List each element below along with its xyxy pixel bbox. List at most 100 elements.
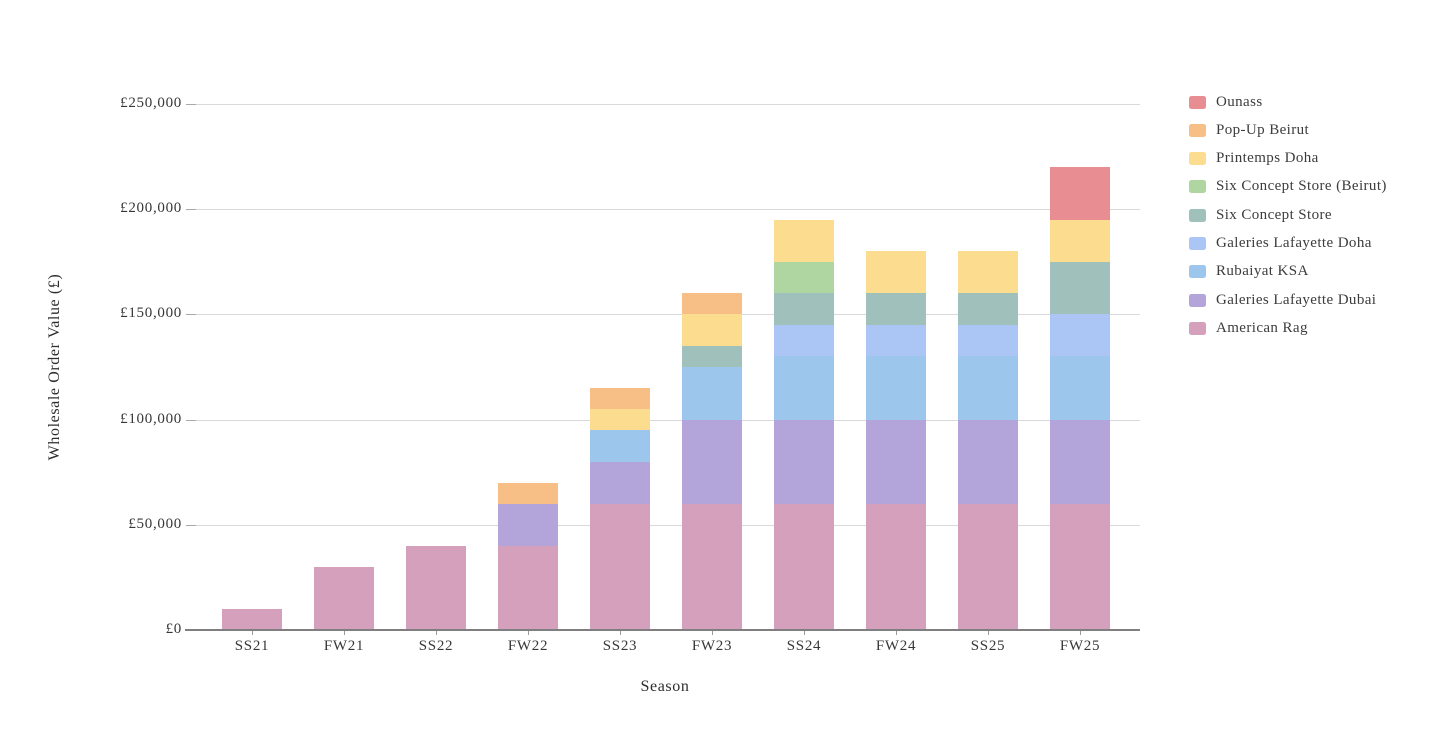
y-tick-label: £50,000 <box>128 515 182 532</box>
bar-segment <box>682 293 742 315</box>
bar-segment <box>498 545 558 630</box>
bar-segment <box>590 409 650 431</box>
legend-label: Six Concept Store <box>1216 206 1332 223</box>
y-tick-label: £250,000 <box>120 95 182 112</box>
x-axis-title: Season <box>640 678 690 695</box>
legend-item: Galeries Lafayette Dubai <box>1189 290 1376 310</box>
x-tick-mark <box>436 631 437 635</box>
bar-segment <box>774 324 834 357</box>
x-tick-label: FW25 <box>1059 638 1101 654</box>
legend-swatch <box>1189 152 1206 166</box>
bar-segment <box>682 503 742 630</box>
legend-label: American Rag <box>1216 319 1308 336</box>
y-tick-label: £100,000 <box>120 410 182 427</box>
gridline <box>191 209 1140 211</box>
legend-label: Rubaiyat KSA <box>1216 263 1309 280</box>
bar-segment <box>1050 219 1110 262</box>
legend-swatch <box>1189 237 1206 250</box>
bar-segment <box>866 356 926 420</box>
x-tick-label: FW21 <box>323 638 365 654</box>
y-tick-mark <box>186 209 196 211</box>
legend-item: Printemps Doha <box>1189 149 1319 169</box>
x-tick-label: SS21 <box>234 638 270 654</box>
x-tick-mark <box>1080 631 1081 635</box>
bar-segment <box>774 503 834 630</box>
bar-segment <box>1050 167 1110 220</box>
x-tick-mark <box>344 631 345 635</box>
x-tick-label: FW22 <box>507 638 549 654</box>
bar-segment <box>590 388 650 410</box>
x-tick-label: SS25 <box>970 638 1006 654</box>
x-tick-label: SS22 <box>418 638 454 654</box>
bar-segment <box>222 608 282 630</box>
bar-segment <box>774 419 834 504</box>
bar-segment <box>774 219 834 262</box>
bar-segment <box>406 545 466 630</box>
x-tick-mark <box>712 631 713 635</box>
y-tick-mark <box>186 104 196 105</box>
bar-segment <box>682 419 742 504</box>
bar-segment <box>866 251 926 294</box>
bar-segment <box>774 356 834 420</box>
legend-label: Printemps Doha <box>1216 150 1319 167</box>
legend-item: Ounass <box>1189 92 1263 112</box>
legend-item: Galeries Lafayette Doha <box>1189 234 1372 254</box>
legend-swatch <box>1189 208 1206 222</box>
x-tick-mark <box>988 631 989 635</box>
gridline <box>191 524 1140 526</box>
bar-segment <box>866 419 926 504</box>
bar-segment <box>682 314 742 346</box>
bar-segment <box>958 503 1018 630</box>
bar-segment <box>1050 314 1110 357</box>
x-tick-mark <box>620 631 621 635</box>
legend-label: Six Concept Store (Beirut) <box>1216 178 1387 195</box>
x-tick-mark <box>252 631 253 635</box>
y-tick-label: £0 <box>165 621 182 638</box>
y-tick-mark <box>186 314 196 316</box>
bar-segment <box>958 419 1018 504</box>
legend-label: Galeries Lafayette Doha <box>1216 235 1372 251</box>
legend-label: Galeries Lafayette Dubai <box>1216 291 1377 308</box>
y-tick-label: £150,000 <box>120 305 182 322</box>
y-axis-title: Wholesale Order Value (£) <box>46 273 63 461</box>
legend-item: Pop-Up Beirut <box>1189 120 1309 140</box>
legend-swatch <box>1189 321 1206 335</box>
x-tick-mark <box>528 631 529 635</box>
legend-item: Six Concept Store (Beirut) <box>1189 177 1387 197</box>
y-tick-label: £200,000 <box>120 200 182 217</box>
bar-segment <box>774 293 834 325</box>
legend-label: Pop-Up Beirut <box>1216 121 1310 138</box>
bar-segment <box>682 367 742 420</box>
legend-swatch <box>1189 293 1206 307</box>
x-tick-label: FW23 <box>691 638 733 654</box>
legend-item: Rubaiyat KSA <box>1189 262 1309 282</box>
bar-segment <box>958 324 1018 357</box>
bar-segment <box>590 503 650 630</box>
gridline <box>191 419 1140 421</box>
bar-segment <box>958 356 1018 420</box>
legend-swatch <box>1189 123 1206 137</box>
bar-segment <box>866 293 926 325</box>
x-tick-mark <box>804 631 805 635</box>
legend-item: American Rag <box>1189 318 1308 338</box>
bar-segment <box>866 503 926 630</box>
y-tick-mark <box>186 419 196 421</box>
x-axis-line <box>185 629 1140 631</box>
bar-segment <box>590 430 650 462</box>
x-tick-label: SS23 <box>602 638 638 654</box>
bar-segment <box>958 251 1018 294</box>
gridline <box>191 314 1140 316</box>
gridline <box>191 104 1140 105</box>
bar-segment <box>1050 261 1110 315</box>
legend-swatch <box>1189 180 1206 194</box>
legend-label: Ounass <box>1216 93 1263 110</box>
bar-segment <box>498 482 558 504</box>
bar-segment <box>314 566 374 630</box>
x-tick-label: SS24 <box>786 638 822 654</box>
bar-segment <box>1050 419 1110 504</box>
legend-swatch <box>1189 95 1206 109</box>
bar-segment <box>774 261 834 294</box>
legend-item: Six Concept Store <box>1189 205 1332 225</box>
y-tick-mark <box>186 524 196 526</box>
